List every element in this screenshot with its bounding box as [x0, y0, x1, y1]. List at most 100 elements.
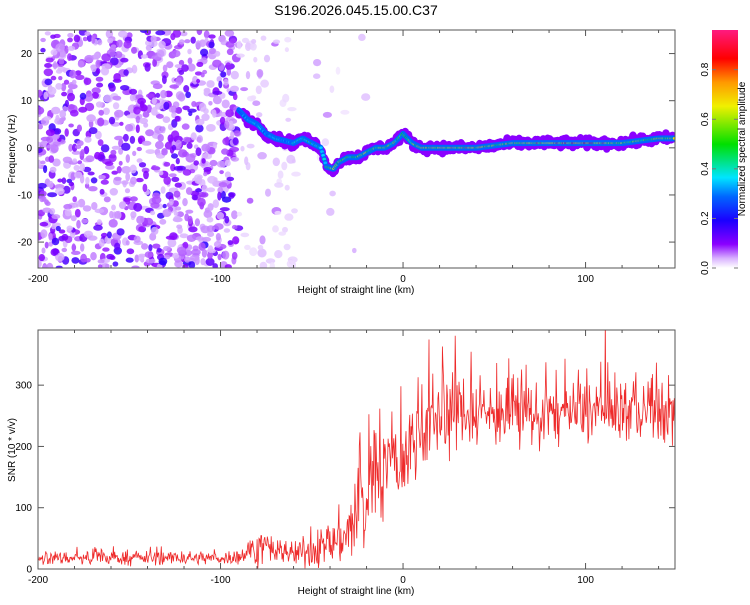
heatmap-cell: [195, 40, 202, 49]
heatmap-cell: [260, 79, 269, 88]
heatmap-cell: [185, 153, 196, 163]
heatmap-cell: [174, 115, 181, 122]
ridge-peak: [320, 150, 324, 154]
heatmap-cell: [82, 205, 92, 212]
heatmap-cell: [240, 145, 245, 152]
heatmap-cell: [228, 192, 235, 199]
heatmap-cell: [182, 169, 192, 176]
heatmap-cell: [181, 123, 190, 130]
heatmap-cell: [108, 84, 116, 92]
heatmap-cell: [157, 134, 164, 142]
heatmap-cell: [116, 228, 125, 236]
heatmap-cell: [152, 83, 163, 90]
heatmap-cell: [112, 95, 122, 101]
heatmap-cell: [71, 243, 76, 252]
heatmap-cell: [40, 160, 46, 165]
heatmap-cell: [203, 30, 210, 39]
heatmap-cell: [282, 93, 290, 103]
heatmap-cell: [161, 148, 168, 156]
heatmap-cell: [187, 57, 193, 65]
heatmap-cell: [108, 153, 117, 163]
heatmap-cell: [158, 257, 168, 266]
heatmap-cell: [148, 244, 153, 252]
heatmap-cell: [90, 177, 98, 184]
heatmap-cell: [66, 225, 73, 232]
heatmap-cell: [84, 31, 91, 36]
heatmap-cell: [76, 219, 81, 229]
heatmap-cell: [40, 136, 51, 142]
heatmap-cell: [102, 107, 110, 116]
heatmap-cell: [123, 69, 129, 76]
heatmap-cell: [160, 89, 167, 99]
heatmap-cell: [135, 177, 144, 183]
heatmap-cell: [201, 236, 211, 242]
heatmap-cell: [55, 114, 60, 122]
heatmap-cell: [219, 207, 230, 212]
heatmap-cell: [152, 58, 158, 67]
heatmap-cell: [185, 187, 193, 195]
heatmap-cell: [73, 34, 81, 43]
heatmap-cell: [217, 191, 222, 201]
heatmap-cell: [211, 109, 217, 118]
heatmap-cell: [162, 116, 171, 123]
heatmap-cell: [168, 173, 177, 178]
heatmap-cell: [109, 57, 119, 66]
heatmap-cell: [118, 160, 123, 166]
heatmap-cell: [230, 131, 235, 138]
heatmap-cell: [121, 142, 131, 151]
y-tick-label: 0: [26, 143, 32, 154]
heatmap-cell: [75, 74, 85, 81]
heatmap-cell: [47, 86, 57, 95]
heatmap-cell: [192, 75, 198, 85]
heatmap-cell: [209, 159, 218, 167]
x-tick-label: 0: [400, 575, 406, 586]
heatmap-cell: [97, 139, 104, 147]
heatmap-cell: [81, 218, 89, 224]
heatmap-cell: [188, 261, 196, 268]
heatmap-cell: [171, 144, 177, 151]
heatmap-cell: [44, 78, 53, 86]
heatmap-cell: [130, 211, 137, 219]
spectrogram-frame: [37, 29, 676, 269]
heatmap-cell: [113, 176, 122, 181]
heatmap-cell: [208, 34, 216, 39]
heatmap-cell: [340, 109, 350, 115]
heatmap-cell: [100, 179, 109, 185]
heatmap-cell: [201, 184, 208, 193]
heatmap-cell: [95, 101, 103, 108]
heatmap-cell: [97, 264, 103, 268]
heatmap-cell: [201, 249, 207, 258]
heatmap-cell: [257, 152, 267, 160]
heatmap-cell: [287, 107, 297, 112]
heatmap-cell: [188, 111, 193, 117]
heatmap-cell: [101, 53, 111, 62]
heatmap-cell: [171, 111, 177, 119]
heatmap-cell: [172, 252, 180, 259]
heatmap-cell: [224, 159, 231, 167]
heatmap-cell: [129, 196, 138, 202]
heatmap-cell: [236, 211, 243, 217]
heatmap-cell: [245, 42, 252, 51]
heatmap-cell: [70, 215, 77, 222]
heatmap-cell: [215, 233, 221, 241]
heatmap-cell: [240, 232, 250, 238]
heatmap-cell: [195, 118, 205, 126]
heatmap-cell: [55, 69, 63, 74]
heatmap-cell: [138, 253, 146, 258]
heatmap-cell: [68, 104, 75, 110]
heatmap-cell: [183, 85, 190, 93]
heatmap-cell: [77, 160, 83, 165]
heatmap-cell: [232, 137, 239, 146]
heatmap-cell: [84, 183, 90, 189]
heatmap-cell: [200, 258, 206, 266]
heatmap-cell: [133, 202, 143, 212]
heatmap-cell: [175, 157, 180, 165]
heatmap-cell: [154, 102, 164, 110]
heatmap-cell: [73, 164, 81, 171]
heatmap-cell: [162, 203, 167, 209]
heatmap-cell: [232, 236, 240, 245]
heatmap-cell: [191, 248, 201, 256]
heatmap-cell: [201, 158, 206, 164]
heatmap-cell: [278, 231, 287, 236]
heatmap-cell: [158, 170, 164, 176]
